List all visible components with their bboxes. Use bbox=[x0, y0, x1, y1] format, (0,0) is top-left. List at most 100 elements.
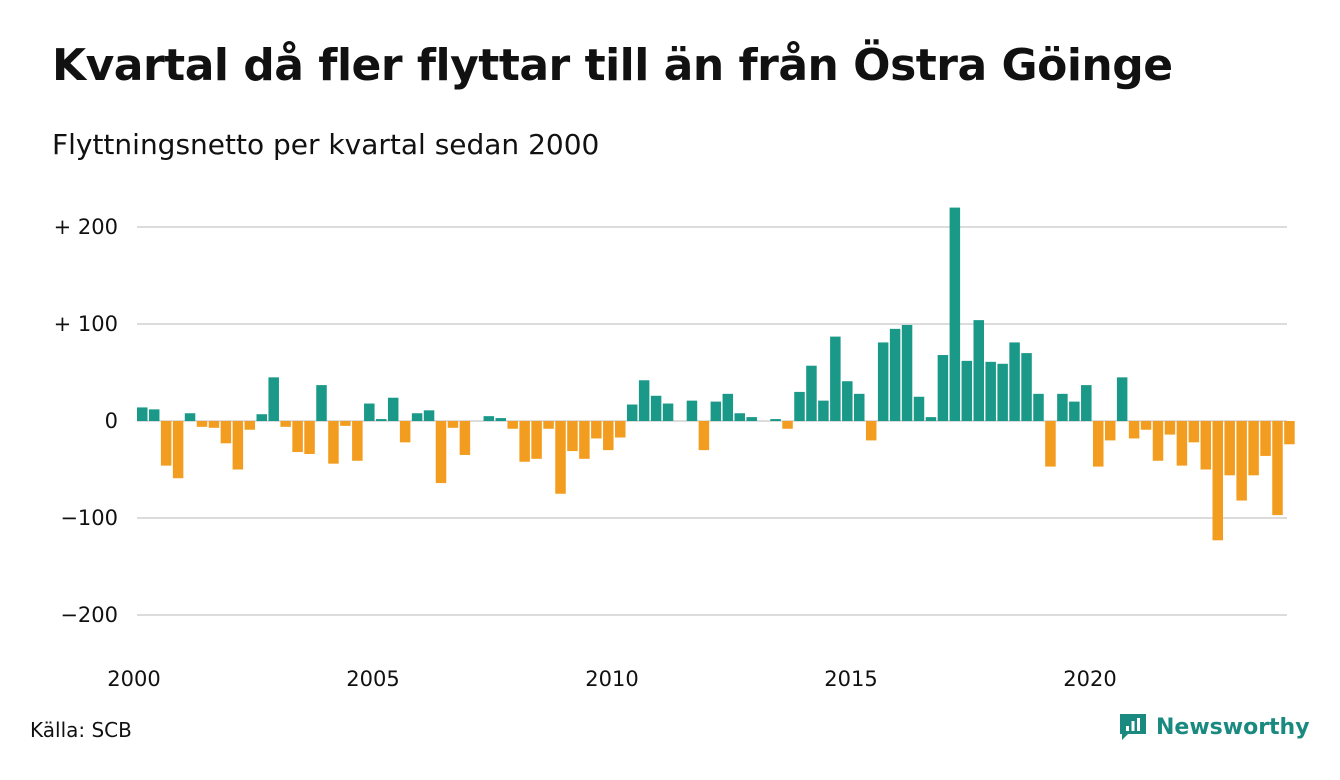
bar-negative bbox=[1128, 421, 1140, 439]
x-axis-labels: 2000 2005 2010 2015 2020 bbox=[107, 667, 1116, 691]
bar-positive bbox=[854, 393, 865, 421]
bar-negative bbox=[567, 421, 578, 452]
bar-negative bbox=[1140, 421, 1152, 430]
bar-positive bbox=[877, 342, 889, 421]
bar-negative bbox=[1272, 421, 1283, 516]
bar-positive bbox=[1116, 377, 1128, 421]
bar-negative bbox=[304, 421, 315, 454]
bar-positive bbox=[376, 419, 387, 421]
bar-positive bbox=[268, 377, 279, 421]
bar-negative bbox=[208, 421, 220, 428]
bar-positive bbox=[734, 413, 745, 421]
bar-negative bbox=[220, 421, 232, 444]
bar-positive bbox=[925, 417, 937, 421]
bar-negative bbox=[435, 421, 447, 484]
bar-positive bbox=[256, 414, 267, 421]
bar-negative bbox=[1104, 421, 1116, 441]
bar-positive bbox=[662, 403, 674, 421]
bar-negative bbox=[1176, 421, 1188, 466]
bar-negative bbox=[698, 421, 710, 451]
bar-positive bbox=[949, 207, 961, 421]
bar-negative bbox=[328, 421, 339, 464]
bar-negative bbox=[1224, 421, 1235, 476]
bar-negative bbox=[196, 421, 208, 427]
chart-title: Kvartal då fler flyttar till än från Öst… bbox=[52, 40, 1173, 91]
bar-positive bbox=[387, 397, 399, 421]
bar-negative bbox=[280, 421, 291, 427]
y-tick-label: −200 bbox=[60, 603, 118, 627]
newsworthy-logo-icon bbox=[1120, 714, 1146, 740]
bar-negative bbox=[543, 421, 554, 429]
bar-positive bbox=[842, 381, 853, 421]
bar-negative bbox=[555, 421, 566, 494]
bar-positive bbox=[997, 363, 1008, 421]
bar-negative bbox=[292, 421, 303, 453]
bar-negative bbox=[1260, 421, 1271, 456]
bar-positive bbox=[794, 391, 805, 421]
bar-positive bbox=[985, 361, 996, 421]
bars bbox=[137, 207, 1295, 541]
bar-negative bbox=[1284, 421, 1295, 445]
bar-negative bbox=[1093, 421, 1104, 467]
bar-negative bbox=[507, 421, 518, 429]
bar-positive bbox=[818, 400, 829, 421]
bar-positive bbox=[137, 407, 148, 421]
x-tick-label: 2000 bbox=[107, 667, 160, 691]
x-tick-label: 2010 bbox=[585, 667, 638, 691]
bar-negative bbox=[1152, 421, 1164, 461]
bar-positive bbox=[973, 320, 984, 421]
bar-positive bbox=[1009, 342, 1020, 421]
bar-negative bbox=[160, 421, 172, 466]
brand-name: Newsworthy bbox=[1156, 714, 1310, 740]
bar-positive bbox=[901, 324, 913, 421]
bar-positive bbox=[889, 328, 901, 421]
x-tick-label: 2015 bbox=[824, 667, 877, 691]
bar-negative bbox=[1188, 421, 1200, 443]
bar-negative bbox=[1236, 421, 1247, 501]
bar-positive bbox=[148, 409, 160, 421]
bar-positive bbox=[411, 413, 423, 421]
bar-negative bbox=[782, 421, 793, 429]
bar-positive bbox=[423, 410, 435, 421]
bar-negative bbox=[1045, 421, 1056, 467]
bar-positive bbox=[1033, 393, 1044, 421]
bar-negative bbox=[1212, 421, 1223, 541]
x-tick-label: 2005 bbox=[346, 667, 399, 691]
bar-positive bbox=[746, 417, 757, 421]
y-tick-label: −100 bbox=[60, 506, 118, 530]
bar-positive bbox=[770, 419, 781, 421]
brand-logo: Newsworthy bbox=[1118, 712, 1310, 742]
bar-negative bbox=[459, 421, 471, 455]
y-tick-label: + 200 bbox=[54, 215, 118, 239]
bar-negative bbox=[232, 421, 244, 470]
bar-negative bbox=[519, 421, 530, 462]
chart-subtitle: Flyttningsnetto per kvartal sedan 2000 bbox=[52, 128, 600, 161]
y-axis-labels: + 200 + 100 0 −100 −200 bbox=[54, 215, 118, 627]
y-tick-label: + 100 bbox=[54, 312, 118, 336]
bar-negative bbox=[244, 421, 256, 430]
bar-positive bbox=[626, 404, 638, 421]
bar-negative bbox=[591, 421, 602, 439]
bar-positive bbox=[686, 400, 698, 421]
source-note: Källa: SCB bbox=[30, 718, 132, 742]
bar-positive bbox=[722, 393, 734, 421]
bar-positive bbox=[364, 403, 375, 421]
bar-negative bbox=[615, 421, 626, 438]
bar-positive bbox=[1069, 401, 1080, 421]
bar-negative bbox=[352, 421, 363, 461]
bar-negative bbox=[399, 421, 411, 443]
bar-negative bbox=[1200, 421, 1212, 470]
bar-negative bbox=[531, 421, 542, 459]
bar-negative bbox=[579, 421, 590, 459]
bar-positive bbox=[937, 355, 949, 421]
bar-positive bbox=[710, 401, 722, 421]
bar-positive bbox=[913, 396, 925, 421]
bar-positive bbox=[961, 360, 973, 421]
bar-positive bbox=[495, 418, 506, 421]
bar-positive bbox=[184, 413, 196, 421]
y-tick-label: 0 bbox=[105, 409, 118, 433]
bar-positive bbox=[650, 395, 662, 421]
x-tick-label: 2020 bbox=[1063, 667, 1116, 691]
bar-positive bbox=[483, 416, 495, 421]
